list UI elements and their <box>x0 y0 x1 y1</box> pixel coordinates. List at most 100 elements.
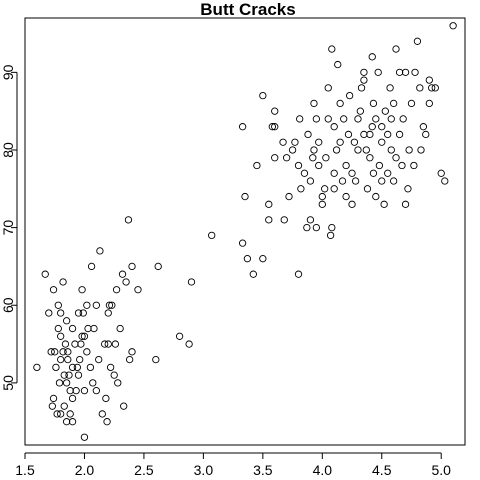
data-point <box>321 185 329 193</box>
y-tick-label: 50 <box>0 375 16 391</box>
data-point <box>47 348 55 356</box>
data-point <box>118 270 127 278</box>
data-point <box>344 130 353 139</box>
data-point <box>64 355 72 364</box>
data-point <box>389 99 398 108</box>
data-point <box>324 84 332 92</box>
data-point <box>57 355 65 364</box>
data-point <box>280 216 288 224</box>
data-point <box>48 402 57 410</box>
data-point <box>104 340 112 348</box>
data-point <box>350 138 359 146</box>
data-point <box>268 123 277 131</box>
data-point <box>208 231 216 240</box>
data-point <box>134 286 142 294</box>
data-point <box>62 317 71 325</box>
data-point <box>86 363 95 372</box>
data-point <box>330 169 338 177</box>
data-point <box>306 177 315 185</box>
x-tick-label: 3.5 <box>253 462 273 478</box>
data-point <box>407 99 416 108</box>
data-point <box>259 91 267 100</box>
data-point <box>83 301 91 309</box>
data-point <box>105 301 114 309</box>
data-point <box>296 115 304 123</box>
data-point <box>338 177 347 185</box>
data-point <box>291 138 299 146</box>
data-point <box>61 340 70 348</box>
data-point <box>288 146 297 154</box>
data-point <box>375 161 384 170</box>
data-point <box>360 130 368 139</box>
data-point <box>76 355 84 364</box>
data-point <box>425 76 433 84</box>
data-point <box>330 185 338 193</box>
data-point <box>83 348 91 356</box>
data-point <box>104 309 112 317</box>
data-point <box>78 332 86 340</box>
y-tick-label: 90 <box>0 64 16 80</box>
data-point <box>336 99 344 108</box>
data-point <box>342 192 350 201</box>
data-point <box>306 216 315 224</box>
data-point <box>378 177 386 185</box>
data-point <box>152 355 160 364</box>
data-point <box>68 363 77 372</box>
data-point <box>363 185 372 193</box>
data-point <box>64 348 72 356</box>
data-point <box>392 45 400 53</box>
data-point <box>52 363 60 372</box>
data-point <box>77 340 85 348</box>
data-point <box>68 418 77 426</box>
data-point <box>345 91 354 100</box>
data-point <box>125 355 134 364</box>
data-point <box>90 324 98 333</box>
data-point <box>389 177 398 185</box>
y-axis: 50 60 70 80 90 <box>0 64 18 391</box>
data-point <box>374 68 382 76</box>
data-point <box>360 68 368 76</box>
data-point <box>326 231 335 240</box>
data-point <box>108 301 116 309</box>
data-point <box>187 278 196 286</box>
data-point <box>71 340 79 348</box>
data-point <box>369 99 378 108</box>
data-point <box>124 216 133 224</box>
data-point <box>253 161 261 170</box>
data-point <box>154 262 162 271</box>
data-point <box>51 348 59 356</box>
data-point <box>279 138 287 146</box>
data-point <box>332 146 341 154</box>
data-point <box>362 146 370 154</box>
data-point <box>271 123 279 131</box>
x-tick-label: 2.0 <box>75 462 95 478</box>
data-point <box>80 387 89 395</box>
data-point <box>238 239 247 247</box>
data-point <box>386 84 394 92</box>
data-points <box>33 22 457 441</box>
data-point <box>417 146 425 154</box>
data-point <box>395 68 404 76</box>
data-point <box>380 200 388 208</box>
data-point <box>416 84 424 92</box>
data-point <box>49 286 58 294</box>
data-point <box>68 324 77 333</box>
data-point <box>422 130 430 139</box>
data-point <box>249 270 257 278</box>
data-point <box>59 278 67 286</box>
x-tick-label: 1.5 <box>15 462 35 478</box>
data-point <box>315 161 323 170</box>
data-point <box>57 332 65 340</box>
data-point <box>392 154 400 162</box>
data-point <box>312 115 321 123</box>
data-point <box>185 340 193 348</box>
data-point <box>404 185 412 193</box>
data-point <box>101 340 109 348</box>
data-point <box>348 200 356 208</box>
data-point <box>384 130 392 139</box>
data-point <box>66 410 74 418</box>
x-tick-label: 2.5 <box>134 462 154 478</box>
data-point <box>342 161 350 170</box>
data-point <box>74 371 83 379</box>
